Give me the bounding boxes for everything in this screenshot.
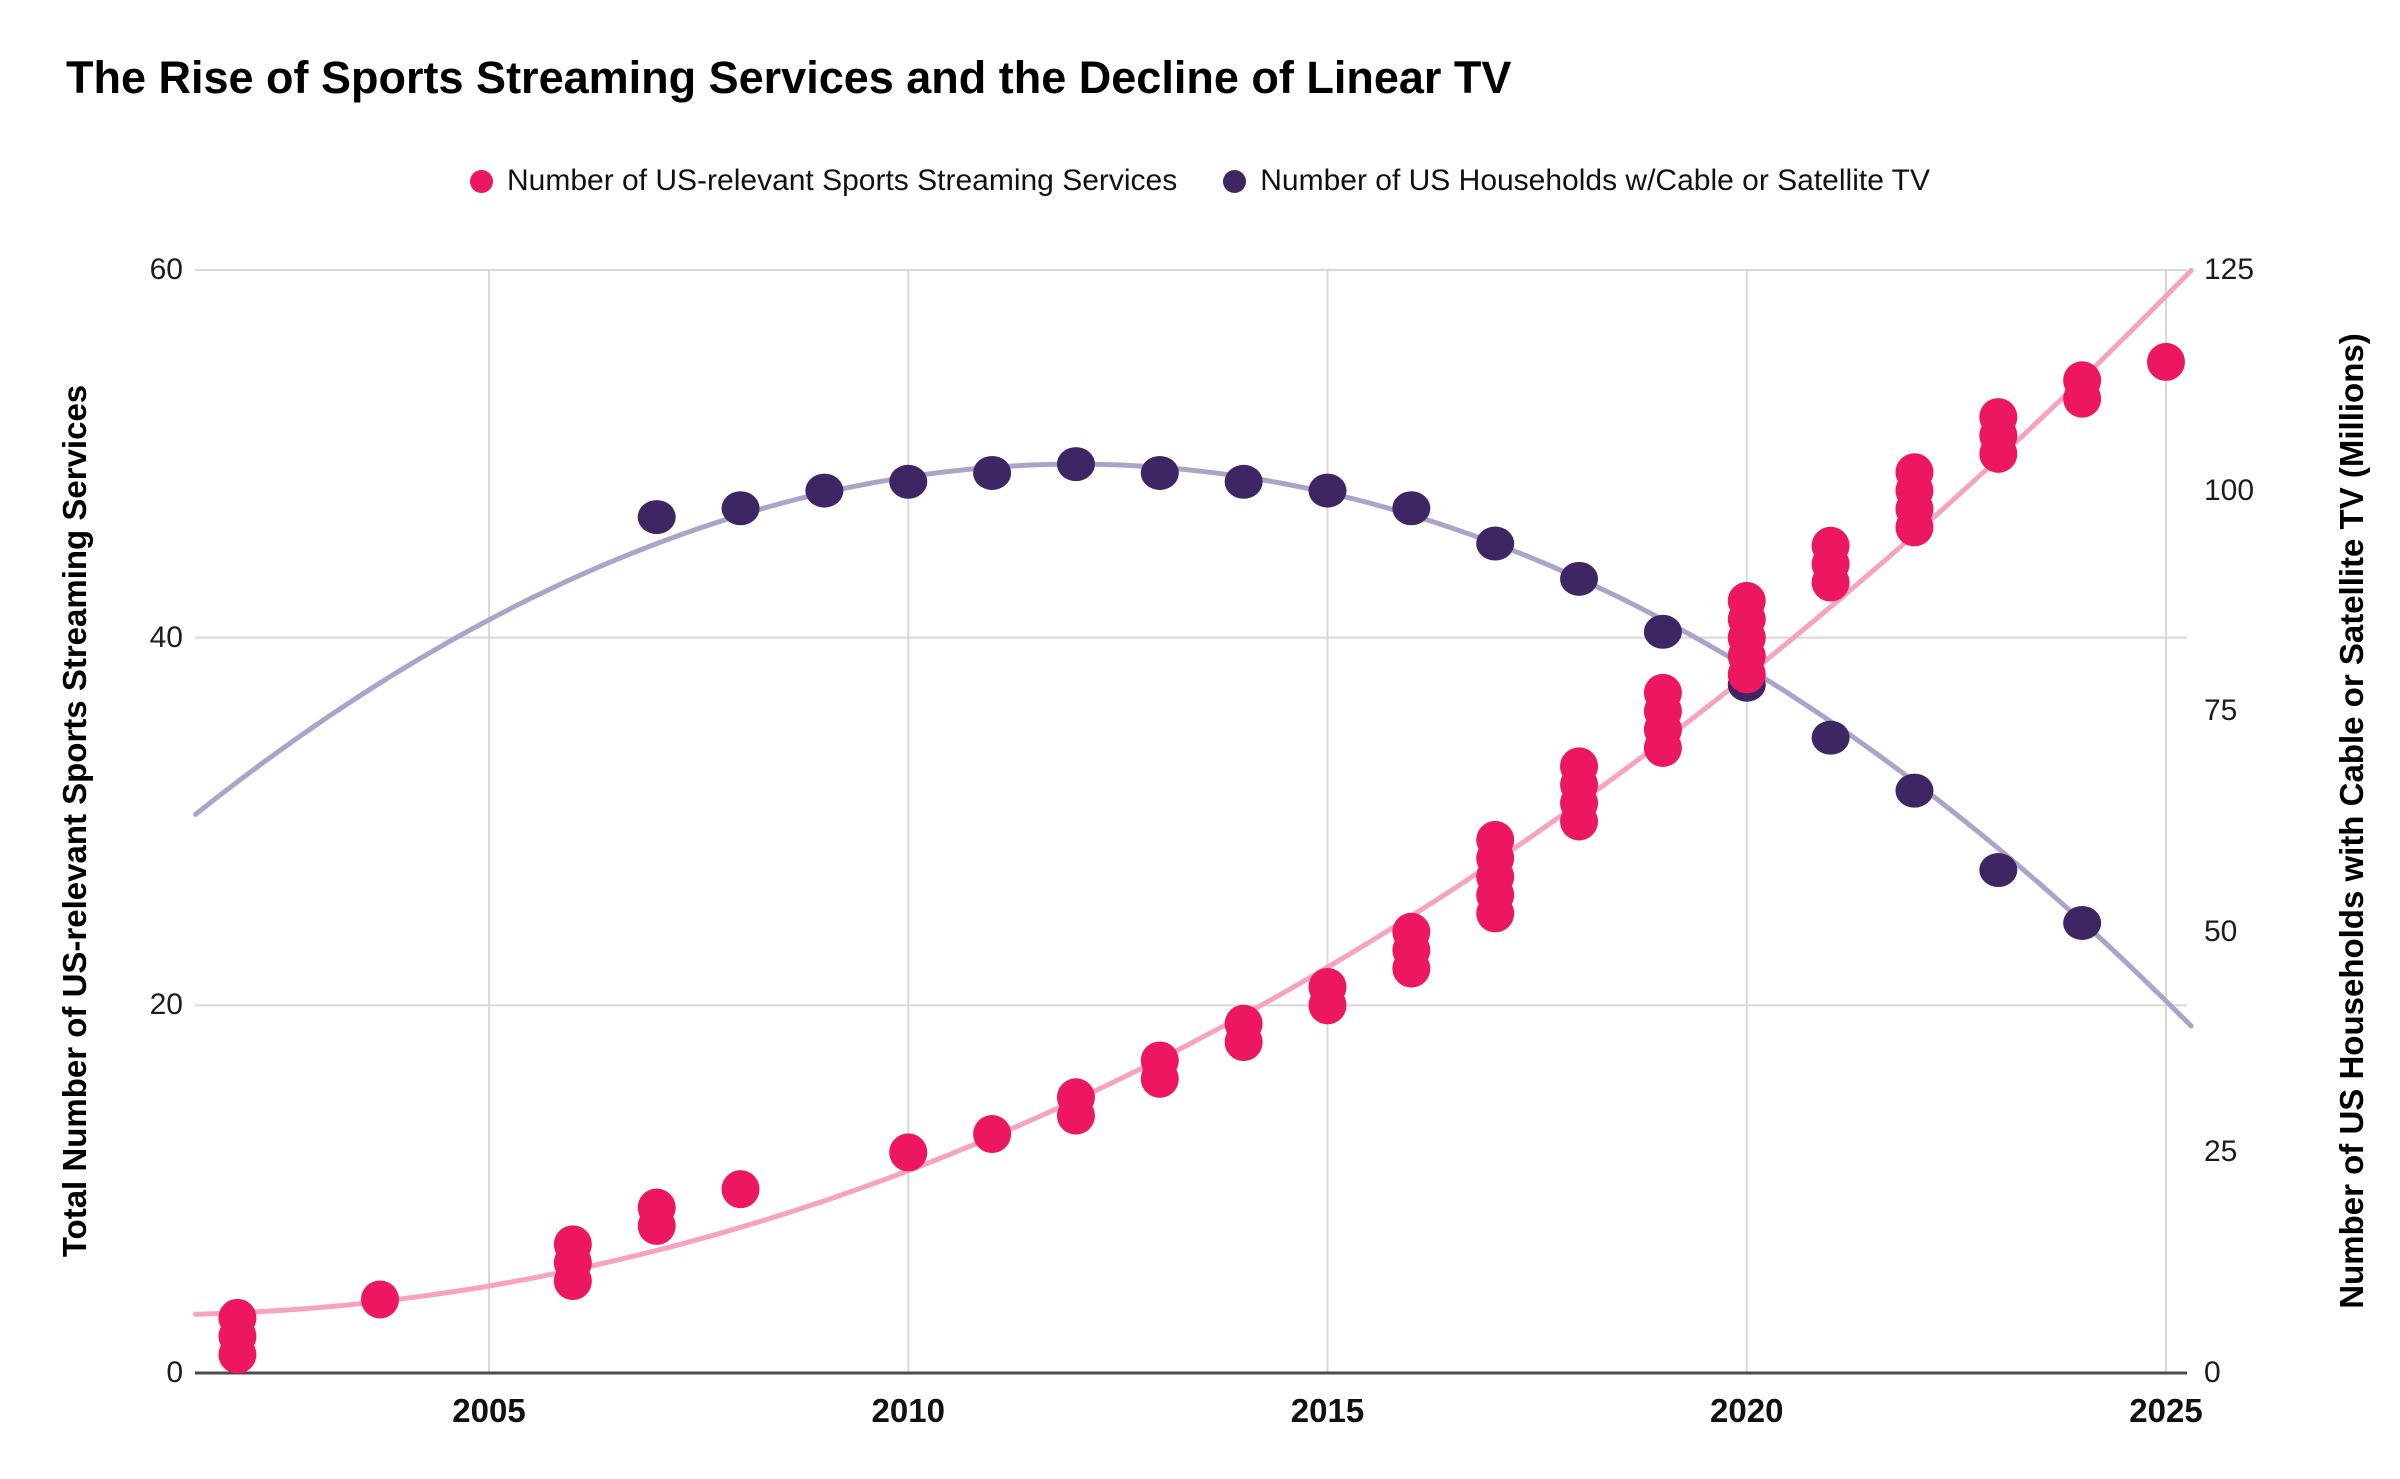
streaming-data-point xyxy=(973,1115,1012,1154)
cable-data-point xyxy=(1979,853,2018,888)
x-tick-label: 2005 xyxy=(452,1392,526,1429)
streaming-data-point xyxy=(1056,1078,1095,1117)
cable-trend-line xyxy=(193,461,2194,1029)
streaming-data-point xyxy=(721,1170,760,1209)
cable-data-point xyxy=(721,491,760,526)
y-right-tick-label: 50 xyxy=(2204,914,2238,948)
y-right-tick-label: 75 xyxy=(2204,694,2238,728)
streaming-data-point xyxy=(889,1133,928,1172)
streaming-data-point xyxy=(1811,526,1850,565)
streaming-data-point xyxy=(218,1298,257,1337)
streaming-data-point xyxy=(1140,1041,1179,1080)
y-left-tick-label: 60 xyxy=(149,253,183,286)
x-tick-label: 2020 xyxy=(1710,1392,1784,1429)
y-right-axis-title: Number of US Households with Cable or Sa… xyxy=(2333,333,2370,1309)
y-left-tick-label: 0 xyxy=(166,1356,183,1389)
streaming-data-point xyxy=(1560,747,1599,786)
cable-data-point xyxy=(805,473,844,508)
streaming-data-point xyxy=(2147,342,2185,381)
legend-item-cable: Number of US Households w/Cable or Satel… xyxy=(1223,164,1930,198)
y-right-tick-label: 100 xyxy=(2204,473,2255,507)
legend-label-streaming: Number of US-relevant Sports Streaming S… xyxy=(506,164,1178,197)
cable-data-point xyxy=(1811,720,1850,755)
streaming-series-dot-icon xyxy=(469,169,493,193)
cable-data-point xyxy=(1476,526,1515,561)
streaming-data-point xyxy=(553,1225,592,1264)
streaming-data-point xyxy=(1224,1004,1263,1043)
legend: Number of US-relevant Sports Streaming S… xyxy=(0,164,2400,198)
streaming-data-point xyxy=(1727,581,1766,620)
legend-item-streaming: Number of US-relevant Sports Streaming S… xyxy=(469,164,1178,198)
chart-title: The Rise of Sports Streaming Services an… xyxy=(66,52,1512,103)
cable-data-point xyxy=(1560,561,1599,596)
cable-data-point xyxy=(1643,614,1682,649)
cable-data-point xyxy=(2063,905,2102,940)
cable-series-dot-icon xyxy=(1223,169,1247,193)
streaming-data-point xyxy=(2063,361,2102,400)
streaming-data-point xyxy=(360,1280,399,1319)
cable-data-point xyxy=(1140,455,1179,490)
y-right-tick-label: 125 xyxy=(2204,253,2255,286)
x-tick-label: 2025 xyxy=(2129,1392,2203,1429)
x-tick-label: 2010 xyxy=(871,1392,945,1429)
streaming-trend-line xyxy=(193,268,2194,1317)
y-left-tick-label: 20 xyxy=(149,988,183,1022)
y-right-tick-label: 25 xyxy=(2204,1135,2238,1169)
legend-label-cable: Number of US Households w/Cable or Satel… xyxy=(1260,164,1931,197)
cable-data-point xyxy=(1895,773,1934,808)
cable-data-point xyxy=(973,455,1012,490)
y-left-tick-label: 40 xyxy=(149,620,183,654)
cable-data-point xyxy=(889,464,928,499)
streaming-data-point xyxy=(1895,453,1934,492)
streaming-data-point xyxy=(637,1188,676,1227)
y-right-tick-label: 0 xyxy=(2204,1356,2221,1389)
streaming-data-point xyxy=(1643,673,1682,712)
streaming-data-point xyxy=(1979,398,2018,437)
streaming-data-point xyxy=(1392,912,1431,951)
x-tick-label: 2015 xyxy=(1290,1392,1365,1429)
cable-data-point xyxy=(1056,447,1095,482)
cable-data-point xyxy=(1392,491,1431,526)
cable-data-point xyxy=(637,500,676,535)
cable-data-point xyxy=(1224,464,1263,499)
y-left-axis-title: Total Number of US-relevant Sports Strea… xyxy=(56,384,93,1258)
streaming-data-point xyxy=(1308,967,1347,1006)
streaming-data-point xyxy=(1476,820,1515,859)
cable-data-point xyxy=(1308,473,1347,508)
